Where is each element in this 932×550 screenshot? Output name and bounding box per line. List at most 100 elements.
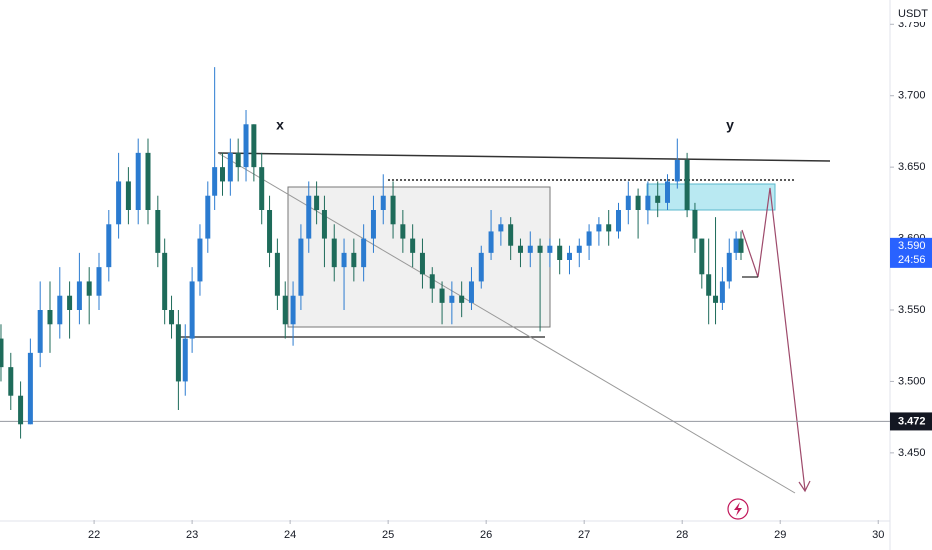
candle-body — [726, 252, 732, 282]
candle-body — [655, 195, 661, 203]
candle-body — [429, 274, 435, 289]
candle-body — [606, 224, 612, 232]
candle-body — [267, 210, 273, 253]
candle-body — [547, 245, 553, 253]
y-tick-label: 3.500 — [898, 375, 926, 387]
annotation-y: y — [726, 117, 734, 133]
projection-arrow — [798, 480, 811, 493]
x-tick-label: 24 — [284, 529, 296, 541]
candle-body — [282, 295, 288, 325]
candle-body — [706, 274, 712, 296]
x-tick-label: 28 — [676, 529, 688, 541]
candle-body — [684, 160, 690, 210]
projection-path — [741, 187, 806, 491]
candle-body — [169, 310, 175, 325]
candle-body — [566, 252, 572, 260]
candle-body — [274, 252, 280, 296]
x-tick-label: 30 — [872, 529, 884, 541]
candle-body — [290, 295, 296, 325]
annotation-x: x — [276, 117, 284, 133]
price-line-tag — [890, 412, 932, 431]
axis-unit: USDT — [898, 8, 928, 20]
candle-body — [175, 324, 181, 382]
x-tick-label: 25 — [382, 529, 394, 541]
candle-body — [527, 245, 533, 253]
candle-body — [145, 152, 151, 210]
candle-body — [576, 245, 582, 253]
candle-body — [47, 310, 53, 325]
candle-body — [625, 195, 631, 210]
candle-body — [615, 210, 621, 232]
candle-body — [135, 152, 141, 210]
candle-body — [733, 238, 739, 253]
candle-body — [116, 181, 122, 225]
candle-body — [205, 195, 211, 239]
candle-body — [259, 167, 265, 210]
candle-body — [182, 338, 188, 382]
y-tick-label: 3.650 — [898, 161, 926, 173]
candle-body — [0, 338, 4, 368]
candle-body — [390, 195, 396, 225]
candle-body — [410, 238, 416, 253]
y-tick-label: 3.450 — [898, 447, 926, 459]
candle-body — [331, 238, 337, 268]
candle-body — [125, 181, 131, 210]
candle-body — [8, 367, 14, 396]
candle-body — [155, 210, 161, 253]
marks: 3.7503.7003.6503.6003.5503.5003.45022232… — [0, 18, 932, 541]
range-box — [287, 186, 551, 328]
candle-body — [197, 238, 203, 282]
x-tick-label: 22 — [88, 529, 100, 541]
candle-body — [341, 252, 347, 268]
candle-body — [96, 267, 102, 296]
candle-body — [674, 160, 680, 182]
candle-body — [314, 195, 320, 210]
candle-body — [478, 252, 484, 282]
top-trendline — [217, 152, 831, 162]
alert-bolt — [734, 502, 742, 516]
x-tick-label: 26 — [480, 529, 492, 541]
candle-body — [537, 245, 543, 253]
candle-body — [699, 238, 705, 275]
x-tick-label: 29 — [774, 529, 786, 541]
candle-body — [665, 181, 670, 203]
candle-body — [380, 195, 386, 210]
candle-body — [227, 152, 233, 182]
candle-body — [635, 195, 641, 210]
candle-body — [220, 167, 225, 182]
candle-body — [468, 281, 474, 303]
candle-body — [57, 295, 63, 325]
candle-body — [370, 210, 376, 239]
candle-body — [419, 252, 425, 275]
candle-body — [713, 295, 719, 303]
candle-body — [361, 238, 367, 268]
candle-body — [235, 152, 241, 168]
unit-backdrop — [893, 4, 929, 22]
candle-body — [306, 195, 312, 239]
candle-body — [298, 238, 304, 296]
candle-body — [557, 245, 563, 260]
y-tick-label: 3.700 — [898, 90, 926, 102]
candle-body — [449, 295, 455, 303]
candle-body — [106, 224, 112, 268]
candle-body — [517, 245, 523, 253]
candle-body — [400, 224, 406, 239]
candle-body — [251, 124, 257, 168]
candle-body — [351, 252, 357, 268]
x-tick-label: 27 — [578, 529, 590, 541]
candle-body — [37, 310, 43, 353]
candle-body — [162, 252, 168, 310]
last-price-tag — [890, 237, 932, 268]
x-tick-label: 23 — [186, 529, 198, 541]
candle-body — [321, 210, 327, 239]
candle-body — [243, 124, 249, 168]
candle-body — [27, 352, 33, 425]
candle-body — [76, 281, 82, 310]
y-tick-label: 3.550 — [898, 304, 926, 316]
countdown: 24:56 — [898, 254, 926, 266]
candle-body — [498, 224, 504, 232]
candle-body — [18, 395, 24, 425]
candle-body — [439, 288, 445, 303]
candle-body — [508, 224, 514, 246]
